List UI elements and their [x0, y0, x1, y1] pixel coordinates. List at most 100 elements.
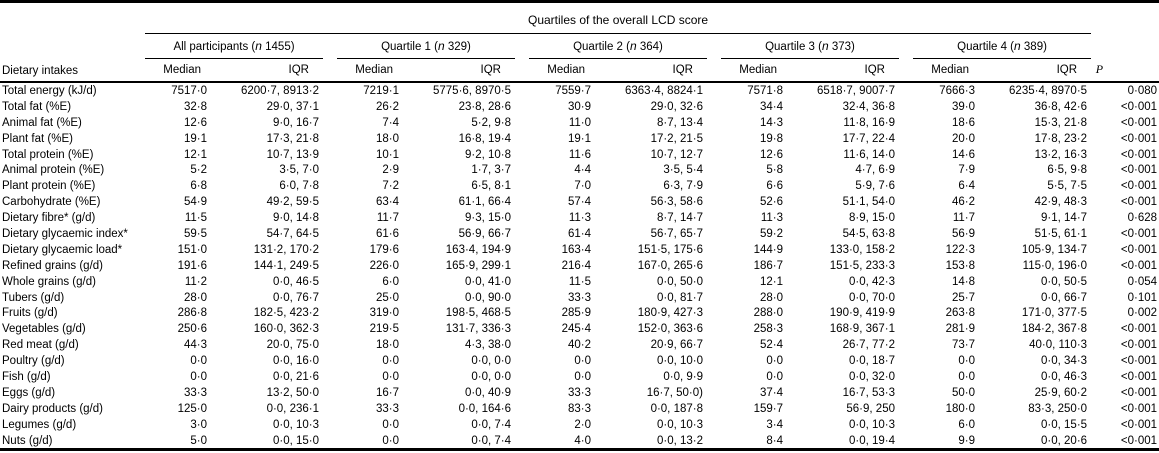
table-row: Animal fat (%E) 12·6 9·0, 16·7 7·4 5·2, 9·8 1…	[0, 115, 1159, 131]
iqr-value: 9·2, 10·8	[464, 148, 511, 161]
median-value: 3·4	[766, 418, 783, 431]
group-n-count: 329)	[444, 41, 471, 53]
column-gap	[899, 274, 913, 290]
median-value: 159·7	[753, 402, 783, 415]
iqr-value: 0·0, 7·4	[471, 418, 511, 431]
iqr-value: 0·0, 42·3	[848, 275, 895, 288]
iqr-value: 0·0, 16·0	[272, 355, 319, 368]
iqr-value: 3·5, 5·4	[663, 164, 703, 177]
median-value: 5·8	[766, 164, 783, 177]
p-column-header-spacer	[1091, 2, 1159, 34]
iqr-value: 0·0, 9·9	[663, 370, 703, 383]
column-gap	[707, 353, 721, 369]
column-gap	[707, 274, 721, 290]
median-value: 7559·7	[555, 84, 591, 97]
subheader-row: Median IQR Median IQR Median IQR Median …	[0, 58, 1159, 83]
median-value: 7219·1	[363, 84, 399, 97]
median-value: 63·4	[375, 196, 399, 209]
iqr-value: 0·0, 10·3	[848, 418, 895, 431]
column-gap	[899, 305, 913, 321]
iqr-value: 5775·6, 8970·5	[432, 84, 511, 97]
median-value: 11·0	[568, 116, 591, 129]
median-value: 286·8	[177, 307, 207, 320]
median-value: 7·0	[574, 180, 591, 193]
median-value: 11·6	[568, 148, 591, 161]
iqr-value: 190·9, 419·9	[829, 307, 895, 320]
column-gap	[707, 417, 721, 433]
median-value: 0·0	[382, 434, 399, 447]
iqr-value: 0·0, 15·5	[1041, 418, 1088, 431]
column-gap	[899, 82, 913, 99]
iqr-value: 16·7, 53·3	[842, 386, 895, 399]
median-value: 179·6	[369, 243, 399, 256]
median-value: 14·8	[951, 275, 975, 288]
iqr-value: 0·0, 0·0	[471, 370, 511, 383]
median-value: 6·6	[766, 180, 783, 193]
column-header-dietary-intakes: Dietary intakes	[0, 1, 145, 83]
column-gap	[515, 290, 529, 306]
median-value: 10·1	[375, 148, 399, 161]
column-gap	[899, 162, 913, 178]
column-gap	[323, 226, 337, 242]
group-header-quartile-1: Quartile 1 (n 329)	[337, 33, 515, 59]
group-header-quartile-4: Quartile 4 (n 389)	[913, 33, 1092, 59]
iqr-value: 0·0, 32·0	[848, 370, 895, 383]
median-value: 33·3	[567, 291, 591, 304]
column-gap	[899, 290, 913, 306]
median-value: 18·6	[951, 116, 975, 129]
median-value: 59·5	[183, 227, 207, 240]
iqr-value: 131·2, 170·2	[253, 243, 319, 256]
p-value: <0·001	[1120, 323, 1158, 336]
table-row: Total energy (kJ/d) 7517·0 6200·7, 8913·2 7…	[0, 82, 1159, 99]
median-value: 25·7	[951, 291, 975, 304]
median-value: 56·9	[951, 227, 975, 240]
median-value: 83·3	[567, 402, 591, 415]
group-header-all-participants: All participants (n 1455)	[145, 33, 323, 59]
iqr-value: 36·8, 42·6	[1034, 100, 1088, 113]
p-value: 0·628	[1127, 212, 1158, 225]
median-value: 7666·3	[939, 84, 975, 97]
iqr-value: 171·0, 377·5	[1021, 307, 1088, 320]
iqr-value: 151·5, 175·6	[637, 243, 703, 256]
group-label-text: Quartile 3 (	[765, 41, 822, 53]
column-gap	[707, 178, 721, 194]
table-header: Dietary intakes Quartiles of the overall…	[0, 1, 1159, 83]
column-gap	[707, 290, 721, 306]
iqr-value: 8·7, 13·4	[656, 116, 703, 129]
iqr-value: 152·0, 363·6	[637, 323, 703, 336]
median-value: 25·0	[375, 291, 399, 304]
group-label-text: Quartile 1 (	[381, 41, 438, 53]
row-label: Total protein (%E)	[2, 148, 94, 161]
column-gap	[323, 115, 337, 131]
column-gap	[899, 337, 913, 353]
median-value: 0·0	[382, 355, 399, 368]
median-value: 14·3	[759, 116, 783, 129]
column-gap	[323, 99, 337, 115]
median-value: 73·7	[951, 339, 975, 352]
row-label: Dairy products (g/d)	[2, 402, 103, 415]
table-row: Dietary glycaemic load* 151·0 131·2, 170·2…	[0, 242, 1159, 258]
median-value: 59·2	[759, 227, 783, 240]
spanning-header-row: Dietary intakes Quartiles of the overall…	[0, 1, 1159, 83]
column-gap	[707, 226, 721, 242]
iqr-value: 0·0, 13·2	[656, 434, 703, 447]
table-body: Total energy (kJ/d) 7517·0 6200·7, 8913·2 7…	[0, 82, 1159, 450]
iqr-value: 29·0, 37·1	[266, 100, 319, 113]
median-value: 11·5	[568, 275, 591, 288]
p-value: 0·054	[1127, 275, 1158, 288]
column-gap	[323, 369, 337, 385]
median-value: 7·4	[382, 116, 399, 129]
column-gap	[323, 290, 337, 306]
iqr-value: 6·0, 7·8	[279, 180, 319, 193]
p-value: <0·001	[1120, 259, 1158, 272]
subheader-median: Median	[529, 58, 591, 83]
iqr-value: 165·9, 299·1	[445, 259, 511, 272]
column-gap	[323, 210, 337, 226]
median-value: 0·0	[382, 370, 399, 383]
iqr-value: 0·0, 10·0	[656, 355, 703, 368]
group-label-text: Quartile 4 (	[957, 41, 1015, 53]
row-label: Fish (g/d)	[2, 370, 51, 383]
table-row: Refined grains (g/d) 191·6 144·1, 249·5 226…	[0, 258, 1159, 274]
iqr-value: 83·3, 250·0	[1028, 402, 1088, 415]
subheader-median: Median	[721, 58, 783, 83]
